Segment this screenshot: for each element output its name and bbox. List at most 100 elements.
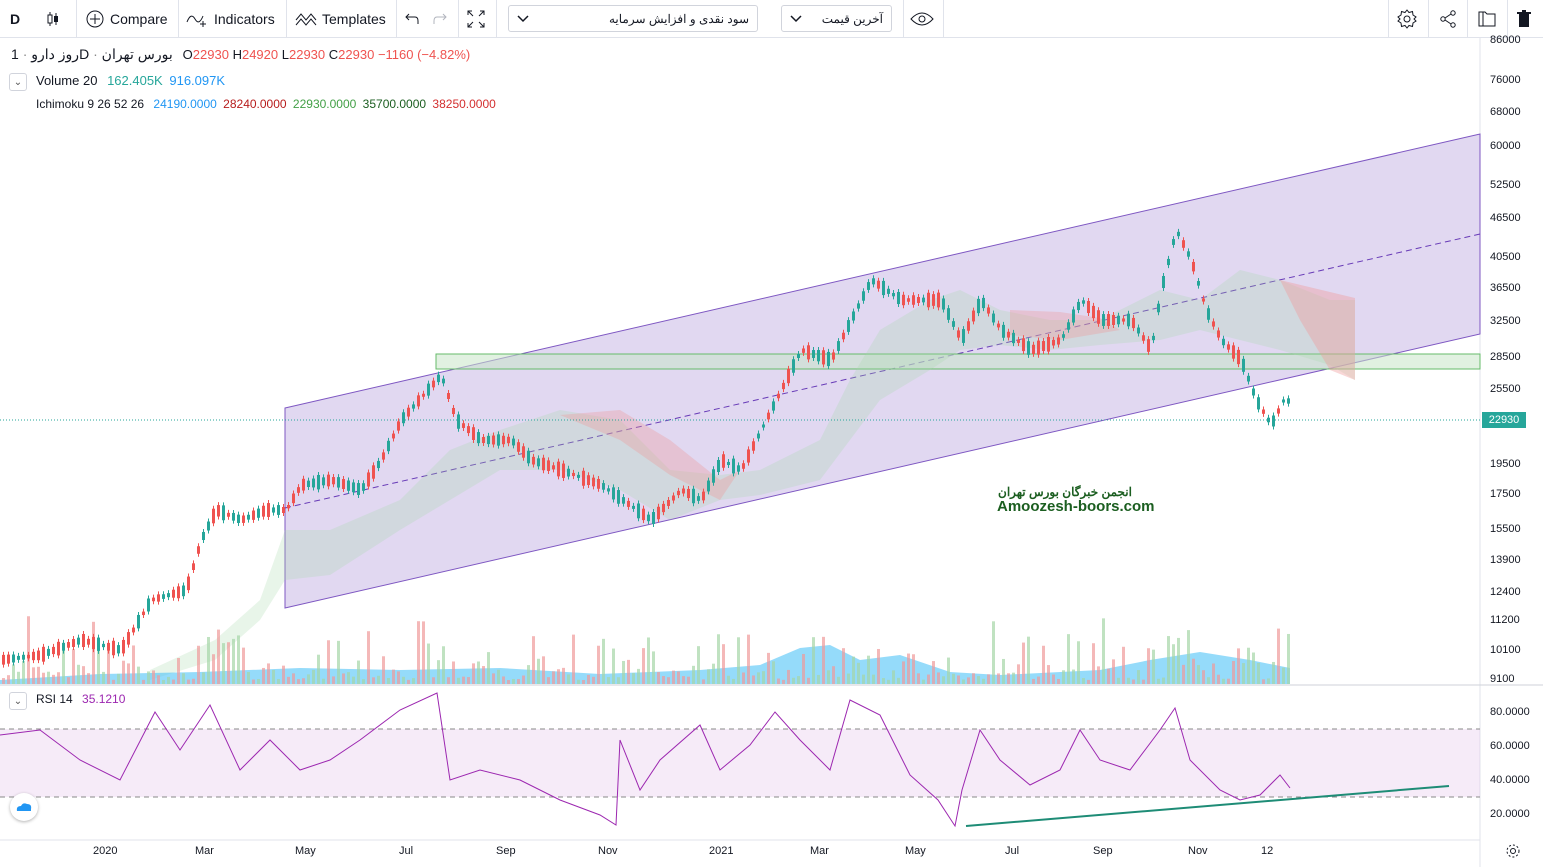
rsi-legend: RSI 14 35.1210	[36, 692, 125, 706]
time-axis-settings[interactable]	[1505, 843, 1521, 864]
volume-bar	[1062, 670, 1065, 684]
volume-bar	[512, 678, 515, 684]
price-tick-label: 25500	[1490, 383, 1521, 395]
volume-bar	[542, 656, 545, 684]
volume-bar	[272, 669, 275, 684]
volume-bar	[1087, 679, 1090, 684]
high-label: H	[232, 47, 242, 62]
candle-body	[522, 446, 525, 458]
tradingview-logo[interactable]	[10, 793, 38, 821]
price-chart[interactable]	[0, 38, 1543, 867]
candle-body	[922, 297, 925, 303]
candle-body	[742, 463, 745, 469]
volume-bar	[882, 678, 885, 684]
volume-bar	[147, 671, 150, 684]
candle-body	[962, 329, 965, 343]
toolbar-divider	[496, 0, 497, 37]
volume-bar	[922, 679, 925, 684]
volume-bar	[212, 654, 215, 684]
candle-body	[1237, 349, 1240, 365]
close-label: C	[328, 47, 339, 62]
candle-body	[952, 321, 955, 327]
candle-body	[1227, 344, 1230, 350]
volume-bar	[1227, 678, 1230, 684]
settings-button[interactable]	[1397, 0, 1417, 37]
candle-body	[157, 594, 160, 602]
redo-button[interactable]	[432, 0, 448, 37]
volume-bar	[752, 675, 755, 684]
delete-button[interactable]	[1516, 0, 1532, 37]
candle-body	[827, 351, 830, 367]
volume-bar	[77, 664, 80, 684]
price-tick-label: 46500	[1490, 212, 1521, 224]
toolbar-divider	[1428, 0, 1429, 37]
rsi-trendline[interactable]	[965, 785, 1450, 827]
candle-body	[1097, 310, 1100, 324]
templates-label: Templates	[322, 10, 386, 27]
volume-bar	[567, 674, 570, 684]
candle-body	[592, 477, 595, 487]
volume-bar	[562, 667, 565, 684]
collapse-rsi-button[interactable]: ⌄	[9, 692, 27, 710]
collapse-legend-button[interactable]: ⌄	[9, 73, 27, 91]
volume-bar	[197, 645, 200, 684]
volume-bar	[72, 649, 75, 684]
volume-bar	[672, 670, 675, 684]
volume-bar	[167, 676, 170, 684]
indicators-icon	[186, 10, 208, 28]
candle-body	[1032, 344, 1035, 354]
candle-body	[252, 510, 255, 520]
volume-bar	[417, 621, 420, 684]
support-zone-rectangle[interactable]	[435, 353, 1481, 370]
volume-bar	[482, 666, 485, 684]
share-button[interactable]	[1439, 0, 1457, 37]
volume-bar	[1037, 676, 1040, 684]
volume-bar	[307, 674, 310, 684]
close-value: 22930	[338, 47, 375, 62]
ichimoku-base-value: 28240.0000	[223, 97, 287, 111]
volume-bar	[317, 654, 320, 684]
volume-bar	[1272, 661, 1275, 684]
price-type-dropdown[interactable]: آخرین قیمت	[781, 5, 892, 32]
dividend-dropdown[interactable]: سود نقدی و افزایش سرمایه	[508, 5, 758, 32]
volume-bar	[552, 671, 555, 684]
volume-bar	[917, 673, 920, 684]
toolbar-divider	[458, 0, 459, 37]
ichimoku-conversion-value: 24190.0000	[153, 97, 217, 111]
volume-bar	[257, 679, 260, 684]
candle-body	[1062, 334, 1065, 338]
volume-bar	[822, 636, 825, 684]
candle-body	[422, 393, 425, 397]
layout-button[interactable]	[1477, 0, 1497, 37]
volume-bar	[1152, 649, 1155, 684]
visibility-button[interactable]	[910, 0, 934, 37]
indicators-button[interactable]: Indicators	[186, 0, 275, 37]
symbol-button[interactable]: D	[10, 0, 30, 37]
volume-bar	[122, 660, 125, 684]
bar-style-button[interactable]	[44, 0, 62, 37]
volume-bar	[977, 676, 980, 684]
toolbar-divider	[286, 0, 287, 37]
templates-button[interactable]: Templates	[295, 0, 386, 37]
compare-button[interactable]: Compare	[86, 0, 168, 37]
candle-body	[752, 441, 755, 451]
fullscreen-button[interactable]	[466, 0, 486, 37]
volume-bar	[897, 677, 900, 684]
volume-bar	[387, 678, 390, 684]
volume-bar	[1067, 634, 1070, 684]
volume-bar	[202, 672, 205, 684]
undo-button[interactable]	[404, 0, 420, 37]
candle-body	[552, 465, 555, 470]
volume-bar	[262, 667, 265, 684]
volume-bar	[537, 658, 540, 684]
candle-body	[617, 490, 620, 504]
candle-body	[1182, 240, 1185, 248]
volume-bar	[827, 670, 830, 684]
candle-body	[707, 480, 710, 492]
volume-bar	[612, 648, 615, 684]
volume-bar	[172, 679, 175, 684]
candle-body	[207, 521, 210, 531]
candle-body	[1102, 314, 1105, 326]
open-label: O	[182, 47, 193, 62]
candle-body	[1092, 305, 1095, 319]
